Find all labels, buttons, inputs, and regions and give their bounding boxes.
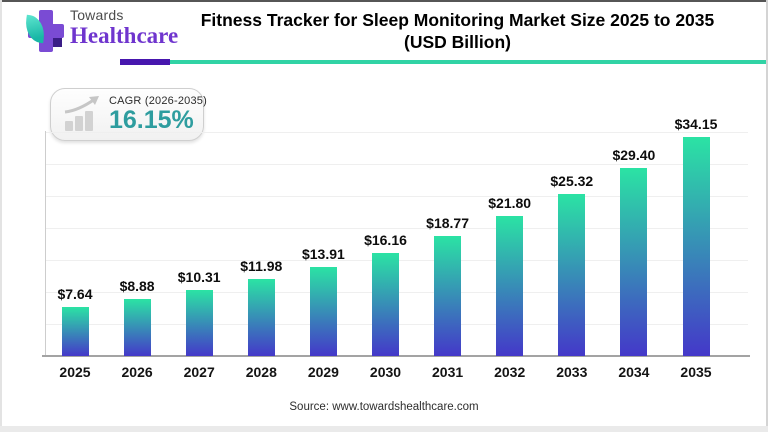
x-axis-label: 2032 <box>494 364 526 380</box>
towards-healthcare-logo: Towards Healthcare <box>23 7 179 52</box>
window-edge-top <box>0 0 768 2</box>
bar-value-label: $25.32 <box>550 172 594 189</box>
page-title-line1: Fitness Tracker for Sleep Monitoring Mar… <box>200 10 715 30</box>
x-axis-label: 2025 <box>59 364 91 380</box>
bar <box>247 279 275 356</box>
gridline <box>45 164 748 165</box>
logo-text-healthcare: Healthcare <box>70 23 179 48</box>
bar-value-label: $8.88 <box>119 278 155 295</box>
bar-chart-growth-icon <box>61 95 105 134</box>
x-axis-label: 2035 <box>680 364 712 380</box>
bar <box>682 137 710 356</box>
bar <box>123 299 151 356</box>
bar-value-label: $7.64 <box>57 286 93 303</box>
logo-text-towards: Towards <box>70 7 124 23</box>
x-axis-label: 2034 <box>618 364 650 380</box>
cagr-label: CAGR (2026-2035) <box>109 95 207 108</box>
bar-value-label: $11.98 <box>240 258 283 275</box>
growth-arrow-icon <box>64 95 99 113</box>
gridline <box>45 228 748 229</box>
bar-value-label: $16.16 <box>364 231 407 248</box>
bar-value-label: $34.15 <box>674 116 718 133</box>
x-axis-label: 2026 <box>121 364 153 380</box>
gridline <box>45 196 748 197</box>
bar <box>185 290 213 356</box>
window-edge-bottom <box>0 426 768 432</box>
bar-value-label: $13.91 <box>301 245 345 262</box>
bar <box>620 167 648 356</box>
bar <box>496 216 524 356</box>
x-axis-label: 2031 <box>432 364 464 380</box>
x-axis-label: 2030 <box>369 364 402 380</box>
medical-cross-icon <box>23 10 64 52</box>
bar-value-label: $29.40 <box>612 146 656 163</box>
bar <box>558 193 586 356</box>
x-axis-line <box>42 355 750 357</box>
bar-value-label: $10.31 <box>177 269 221 286</box>
source-attribution: Source: www.towardshealthcare.com <box>289 401 479 413</box>
x-axis-label: 2028 <box>245 364 277 380</box>
bar <box>372 252 399 356</box>
title-underline-purple <box>120 59 170 65</box>
y-axis-line <box>45 131 46 356</box>
bar <box>309 266 337 356</box>
window-edge-left <box>0 0 2 432</box>
gridline <box>45 132 748 133</box>
title-underline-teal <box>170 60 766 64</box>
cagr-value: 16.15% <box>109 106 194 135</box>
x-axis-label: 2029 <box>307 364 339 380</box>
page-title-line2: (USD Billion) <box>404 32 511 52</box>
bar-value-label: $18.77 <box>426 214 469 231</box>
window-edge-right <box>766 0 768 432</box>
bar-value-label: $21.80 <box>488 195 532 212</box>
x-axis-label: 2027 <box>183 364 215 380</box>
x-axis-label: 2033 <box>556 364 588 380</box>
bar <box>434 235 462 356</box>
page-title: Fitness Tracker for Sleep Monitoring Mar… <box>155 9 760 53</box>
bar <box>61 307 89 356</box>
